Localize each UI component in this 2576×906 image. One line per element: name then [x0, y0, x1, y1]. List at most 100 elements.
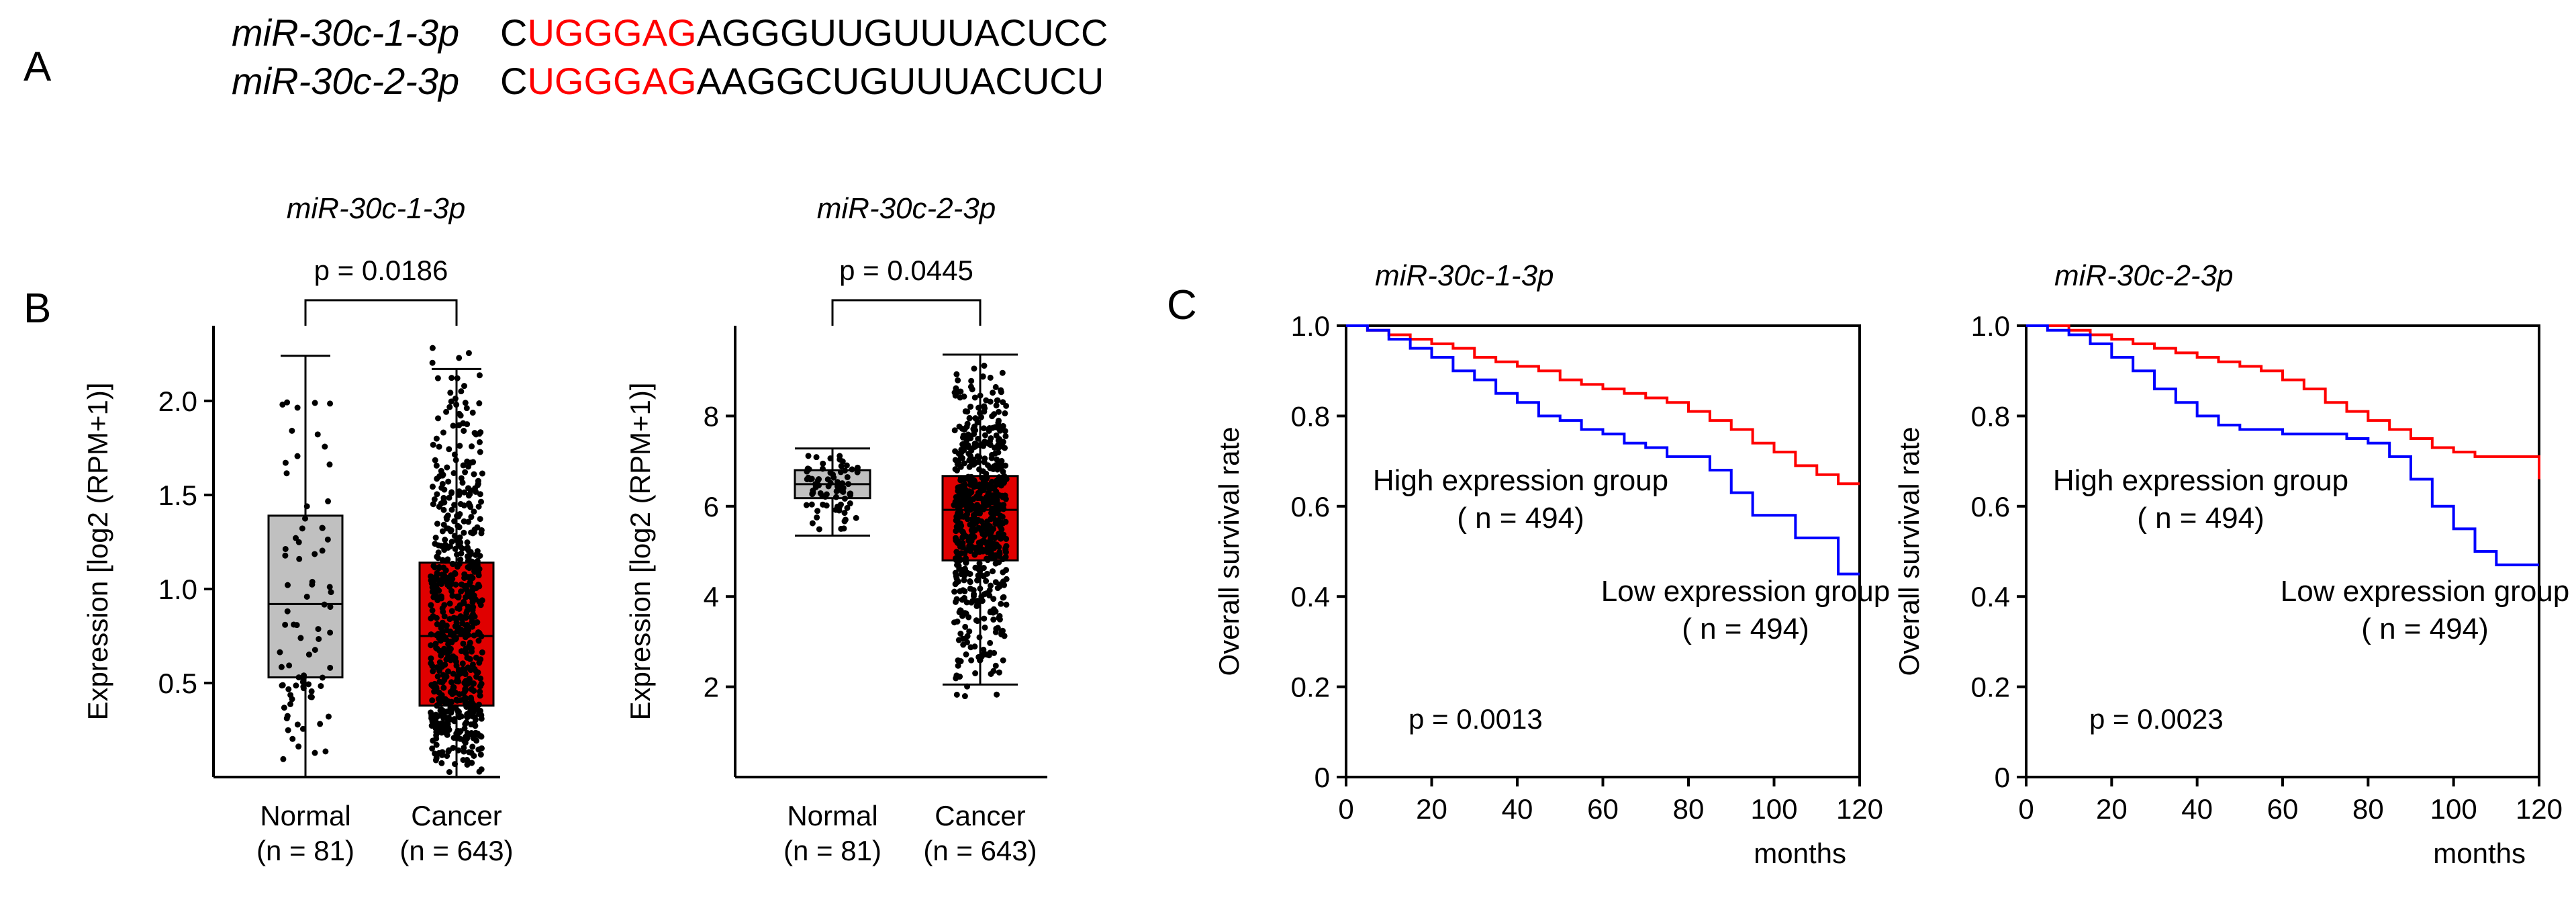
data-point [476, 372, 483, 379]
data-point [444, 668, 451, 675]
data-point [974, 577, 981, 584]
data-point [469, 409, 476, 416]
data-point [988, 670, 994, 677]
data-point [478, 680, 485, 687]
data-point [470, 701, 477, 708]
data-point [466, 749, 473, 756]
data-point [433, 435, 440, 442]
data-point [469, 760, 475, 766]
x-category-n-label: (n = 81) [256, 835, 354, 866]
high-expression-n-label: ( n = 494) [1457, 502, 1584, 535]
boxplot-mir30c-1-3p: miR-30c-1-3p 0.5 1.0 1.5 2.0 Expression [log2… [82, 192, 514, 866]
data-point [461, 680, 468, 686]
data-point [447, 631, 454, 638]
data-point [992, 662, 999, 669]
data-point [452, 545, 459, 552]
data-point [432, 541, 438, 547]
data-point [955, 657, 961, 664]
data-point [473, 654, 479, 661]
data-point [463, 700, 469, 707]
data-point [308, 694, 315, 700]
data-point [963, 559, 969, 565]
data-point [448, 588, 455, 594]
data-point [976, 466, 983, 473]
data-point [847, 492, 854, 498]
data-point [956, 488, 963, 495]
data-point [321, 601, 328, 608]
data-point [325, 713, 332, 720]
data-point [312, 551, 318, 557]
data-point [461, 489, 468, 496]
data-point [467, 694, 474, 701]
data-point [446, 494, 452, 501]
data-point [992, 560, 999, 567]
data-point [289, 735, 296, 742]
data-point [446, 543, 453, 550]
data-point [428, 615, 434, 622]
data-point [463, 405, 470, 412]
y-axis-label: Expression [log2 (RPM+1)] [624, 382, 656, 720]
data-point [447, 390, 454, 396]
data-point [303, 503, 310, 510]
data-point [960, 433, 967, 439]
data-point [841, 510, 848, 516]
boxplot-mir30c-2-3p: miR-30c-2-3p 2 4 6 8 Expression [log2 (RPM+1)… [624, 192, 1047, 866]
data-point [438, 500, 444, 507]
data-point [432, 457, 438, 463]
data-point [316, 635, 322, 642]
data-point [820, 460, 826, 467]
y-tick-label: 0.6 [1291, 491, 1330, 523]
survival-plot-mir30c-2-3p: miR-30c-2-3p 0 20 40 60 80 100 120 0 0.2 0.4 0.6 0.8… [1893, 259, 2569, 869]
data-point [980, 425, 987, 432]
data-point [814, 514, 820, 520]
x-tick-label: 60 [1587, 793, 1619, 825]
data-point [979, 475, 986, 482]
y-axis-label: Overall survival rate [1213, 426, 1245, 676]
data-point [281, 705, 287, 711]
data-point [975, 600, 982, 606]
data-point [825, 483, 832, 490]
data-point [1000, 422, 1006, 429]
low-expression-label: Low expression group [1601, 575, 1890, 608]
sequence-name: miR-30c-2-3p [232, 60, 459, 102]
data-point [987, 639, 994, 646]
data-point [430, 668, 436, 674]
data-point [955, 377, 961, 383]
data-point [961, 577, 967, 584]
low-expression-n-label: ( n = 494) [2361, 613, 2489, 645]
data-point [975, 539, 982, 546]
data-point [971, 394, 978, 401]
data-point [466, 676, 473, 682]
survival-plot-mir30c-1-3p: miR-30c-1-3p 0 20 40 60 80 100 120 0 0.2 0.4 0.6 0.8… [1213, 259, 1890, 869]
chart-title: miR-30c-1-3p [1375, 259, 1554, 292]
data-point [457, 501, 464, 508]
data-point [959, 534, 966, 541]
data-point [438, 543, 444, 549]
high-expression-label: High expression group [2053, 464, 2348, 497]
data-point [820, 501, 826, 508]
data-point [980, 646, 987, 653]
data-point [999, 627, 1006, 634]
data-point [434, 664, 440, 671]
data-point [285, 727, 291, 733]
data-point [459, 620, 466, 627]
p-value-label: p = 0.0013 [1409, 703, 1543, 735]
data-point [474, 557, 481, 564]
y-tick-label: 1.0 [1291, 310, 1330, 342]
data-point [827, 469, 834, 476]
data-point [956, 565, 963, 572]
data-point [988, 533, 994, 539]
data-point [469, 661, 476, 668]
data-point [963, 651, 969, 658]
data-point [430, 441, 436, 448]
data-point [471, 508, 477, 515]
data-point [971, 519, 978, 526]
data-point [1002, 553, 1009, 560]
data-point [805, 453, 812, 459]
data-point [467, 667, 474, 674]
data-point [432, 535, 439, 541]
data-point [478, 498, 485, 505]
data-point [448, 539, 455, 545]
data-point [972, 510, 979, 517]
